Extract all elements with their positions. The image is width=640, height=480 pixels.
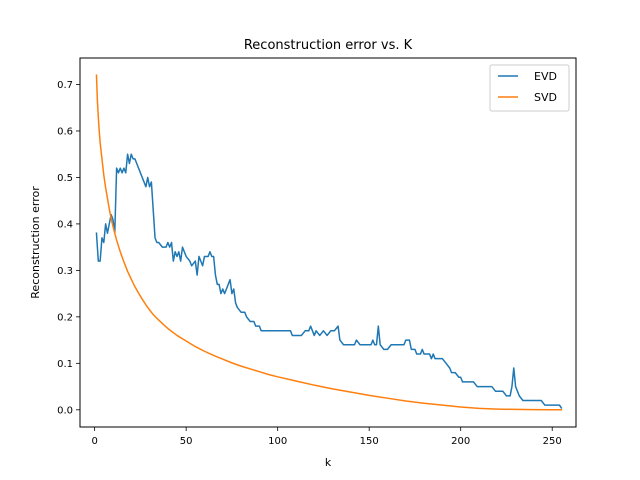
- plot-lines: [95, 74, 563, 411]
- y-axis-label: Reconstruction error: [29, 186, 42, 299]
- chart-title: Reconstruction error vs. K: [244, 38, 413, 53]
- legend-label-evd: EVD: [534, 70, 557, 83]
- x-tick-label: 150: [360, 436, 379, 447]
- y-tick-label: 0.2: [57, 312, 73, 323]
- x-tick-label: 200: [451, 436, 470, 447]
- y-tick-label: 0.0: [57, 405, 73, 416]
- legend: EVD SVD: [489, 64, 570, 112]
- y-tick-label: 0.6: [57, 126, 73, 137]
- y-tick-label: 0.7: [57, 80, 73, 91]
- series-line-evd: [95, 153, 563, 409]
- legend-box: [489, 64, 570, 112]
- y-axis-ticks: 0.0 0.1 0.2 0.3 0.4 0.5 0.6 0.7: [57, 80, 80, 416]
- legend-label-svd: SVD: [534, 91, 557, 104]
- x-tick-label: 100: [268, 436, 287, 447]
- x-tick-label: 250: [543, 436, 562, 447]
- x-axis-ticks: 0 50 100 150 200 250: [91, 427, 562, 447]
- y-tick-label: 0.1: [57, 359, 73, 370]
- y-tick-label: 0.3: [57, 266, 73, 277]
- x-tick-label: 0: [91, 436, 97, 447]
- y-tick-label: 0.4: [57, 219, 73, 230]
- plot-frame: [79, 57, 577, 428]
- y-tick-label: 0.5: [57, 173, 73, 184]
- x-tick-label: 50: [180, 436, 193, 447]
- x-axis-label: k: [325, 456, 332, 469]
- series-line-svd: [95, 74, 563, 411]
